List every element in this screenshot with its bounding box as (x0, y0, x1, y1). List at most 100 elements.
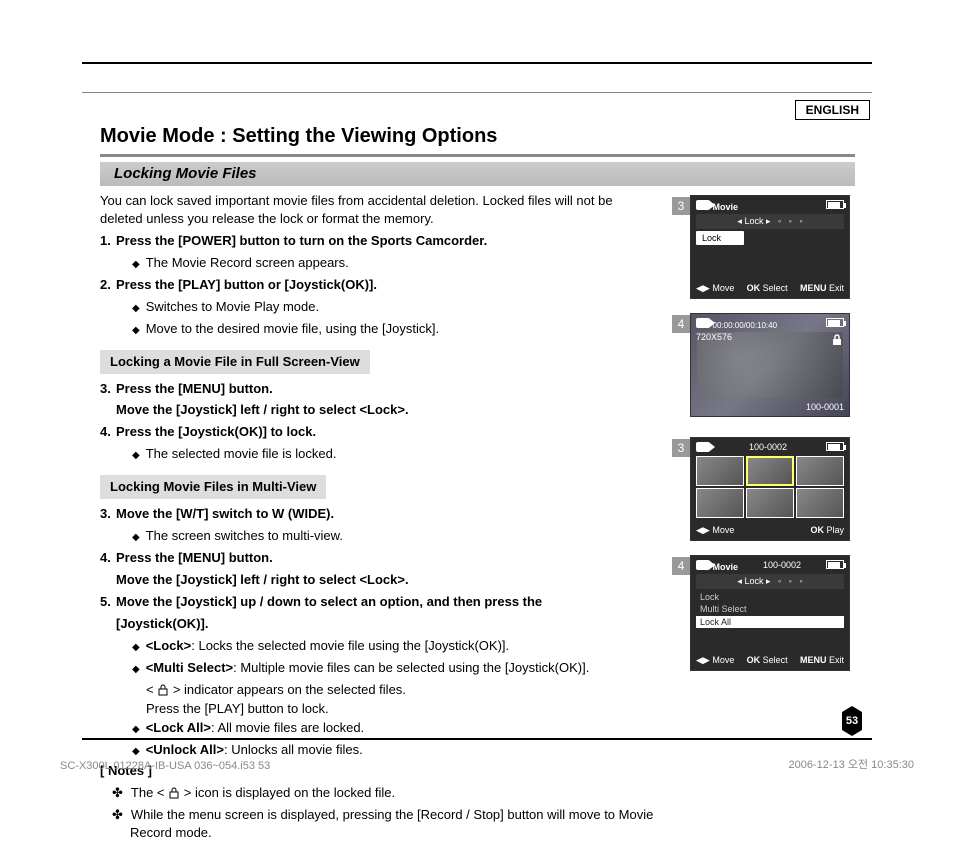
select-hint: OK Select (747, 655, 788, 666)
step-2-text: Press the [PLAY] button or [Joystick(OK)… (116, 277, 377, 292)
step-a3b: Move the [Joystick] left / right to sele… (100, 401, 655, 419)
opt-lock-val: : Locks the selected movie file using th… (191, 638, 509, 653)
camera-icon (696, 200, 710, 210)
screen-lock-menu: Movie ◂ Lock ▸ ◦ ◦ ◦ Lock ◀▶ Move OK Sel… (690, 195, 850, 299)
opt-lockall-val: : All movie files are locked. (211, 720, 364, 735)
menu-bar: ◂ Lock ▸ ◦ ◦ ◦ (696, 574, 844, 589)
step-2-sub-1: Switches to Movie Play mode. (100, 298, 655, 316)
footer-left: SC-X300L 01228A-IB-USA 036~054.i53 53 (60, 760, 270, 772)
screen-column: 3 Movie ◂ Lock ▸ ◦ ◦ ◦ Lock ◀▶ Move OK S… (690, 195, 870, 685)
intro-text: You can lock saved important movie files… (100, 192, 655, 228)
opt-multi: <Multi Select>: Multiple movie files can… (100, 659, 655, 677)
opt-multi-key: <Multi Select> (146, 660, 233, 675)
lock-icon (831, 334, 843, 346)
body-column: You can lock saved important movie files… (100, 192, 655, 846)
screen-group-2: 4 00:00:00/00:10:40 720X576 100-0001 (690, 313, 870, 417)
thumbnail (746, 488, 794, 518)
step-b3-sub-1: The screen switches to multi-view. (100, 527, 655, 545)
step-b4-text: Press the [MENU] button. (116, 550, 273, 565)
page-title: Movie Mode : Setting the Viewing Options (100, 125, 855, 157)
step-b5-text-a: Move the [Joystick] up / down to select … (116, 594, 542, 609)
screen-group-1: 3 Movie ◂ Lock ▸ ◦ ◦ ◦ Lock ◀▶ Move OK S… (690, 195, 870, 299)
step-1-sub-1: The Movie Record screen appears. (100, 254, 655, 272)
screen-lock-options: Movie 100-0002 ◂ Lock ▸ ◦ ◦ ◦ Lock Multi… (690, 555, 850, 671)
thumbnail (796, 488, 844, 518)
step-b5b: [Joystick(OK)]. (100, 615, 655, 633)
thumbnail-selected (746, 456, 794, 486)
lock-field: Lock (696, 231, 744, 245)
page-number: 53 (842, 712, 862, 730)
thumbnail (796, 456, 844, 486)
time-counter: 00:00:00/00:10:40 (713, 321, 778, 330)
play-hint: OK Play (810, 525, 844, 536)
thumbnail-grid (696, 456, 844, 518)
menu-lock-label: Lock (744, 576, 763, 586)
battery-icon (826, 318, 844, 327)
opt-lockall: <Lock All>: All movie files are locked. (100, 719, 655, 737)
step-b4: 4.Press the [MENU] button. (100, 549, 655, 567)
thumbnail (696, 456, 744, 486)
menu-lock-label: Lock (744, 216, 763, 226)
top-rule (82, 92, 872, 93)
opt-multi-indicator: < > indicator appears on the selected fi… (100, 681, 655, 699)
exit-hint: MENU Exit (800, 655, 844, 666)
step-2-sub-2: Move to the desired movie file, using th… (100, 320, 655, 338)
opt-multi-ind-text: > indicator appears on the selected file… (173, 682, 406, 697)
opt-multi-press: Press the [PLAY] button to lock. (100, 700, 655, 718)
step-2: 2.Press the [PLAY] button or [Joystick(O… (100, 276, 655, 294)
select-hint: OK Select (747, 283, 788, 294)
lock-icon (157, 684, 169, 696)
step-a3: 3.Press the [MENU] button. (100, 380, 655, 398)
step-b5: 5.Move the [Joystick] up / down to selec… (100, 593, 655, 611)
step-tab-4: 4 (672, 315, 690, 333)
camera-icon (696, 442, 710, 452)
thumbnail (696, 488, 744, 518)
camera-icon (696, 560, 710, 570)
step-1: 1.Press the [POWER] button to turn on th… (100, 232, 655, 250)
opt-lock: <Lock>: Locks the selected movie file us… (100, 637, 655, 655)
file-number: 100-0002 (763, 560, 801, 572)
step-tab-3: 3 (672, 197, 690, 215)
step-b3-text: Move the [W/T] switch to W (WIDE). (116, 506, 334, 521)
screen-playback: 00:00:00/00:10:40 720X576 100-0001 (690, 313, 850, 417)
note-1: The < > icon is displayed on the locked … (100, 784, 655, 802)
file-number: 100-0002 (749, 442, 787, 452)
note-1-b: > icon is displayed on the locked file. (184, 785, 395, 800)
opt-lock-key: <Lock> (146, 638, 192, 653)
lock-icon (168, 787, 180, 799)
move-hint: ◀▶ Move (696, 525, 734, 536)
battery-icon (826, 200, 844, 209)
battery-icon (826, 442, 844, 451)
page-number-marker: 53 (834, 706, 870, 736)
note-2: While the menu screen is displayed, pres… (100, 806, 655, 842)
step-a4-sub-1: The selected movie file is locked. (100, 445, 655, 463)
step-tab-4b: 4 (672, 557, 690, 575)
subsection-multiview: Locking Movie Files in Multi-View (100, 475, 326, 499)
movie-label: Movie (713, 202, 739, 212)
menu-bar: ◂ Lock ▸ ◦ ◦ ◦ (696, 214, 844, 229)
opt-lockall-key: <Lock All> (146, 720, 211, 735)
menu-opt-lockall-selected: Lock All (696, 616, 844, 628)
screen-multiview: 100-0002 ◀▶ Move OK Play (690, 437, 850, 541)
file-number: 100-0001 (806, 402, 844, 412)
battery-icon (826, 560, 844, 569)
opt-unlockall-val: : Unlocks all movie files. (224, 742, 363, 757)
menu-opt-multiselect: Multi Select (696, 603, 844, 615)
step-b3: 3.Move the [W/T] switch to W (WIDE). (100, 505, 655, 523)
exit-hint: MENU Exit (800, 283, 844, 294)
move-hint: ◀▶ Move (696, 655, 734, 666)
step-b4b: Move the [Joystick] left / right to sele… (100, 571, 655, 589)
opt-unlockall-key: <Unlock All> (146, 742, 224, 757)
opt-unlockall: <Unlock All>: Unlocks all movie files. (100, 741, 655, 759)
resolution-text: 720X576 (696, 332, 844, 342)
note-1-a: The < (131, 785, 165, 800)
camera-icon (696, 318, 710, 328)
screen-group-4: 4 Movie 100-0002 ◂ Lock ▸ ◦ ◦ ◦ Lock Mul… (690, 555, 870, 671)
step-1-text: Press the [POWER] button to turn on the … (116, 233, 487, 248)
section-title: Locking Movie Files (100, 162, 855, 186)
step-tab-3b: 3 (672, 439, 690, 457)
step-a4-text: Press the [Joystick(OK)] to lock. (116, 424, 316, 439)
step-a4: 4.Press the [Joystick(OK)] to lock. (100, 423, 655, 441)
subsection-fullscreen: Locking a Movie File in Full Screen-View (100, 350, 370, 374)
movie-label: Movie (713, 562, 739, 572)
